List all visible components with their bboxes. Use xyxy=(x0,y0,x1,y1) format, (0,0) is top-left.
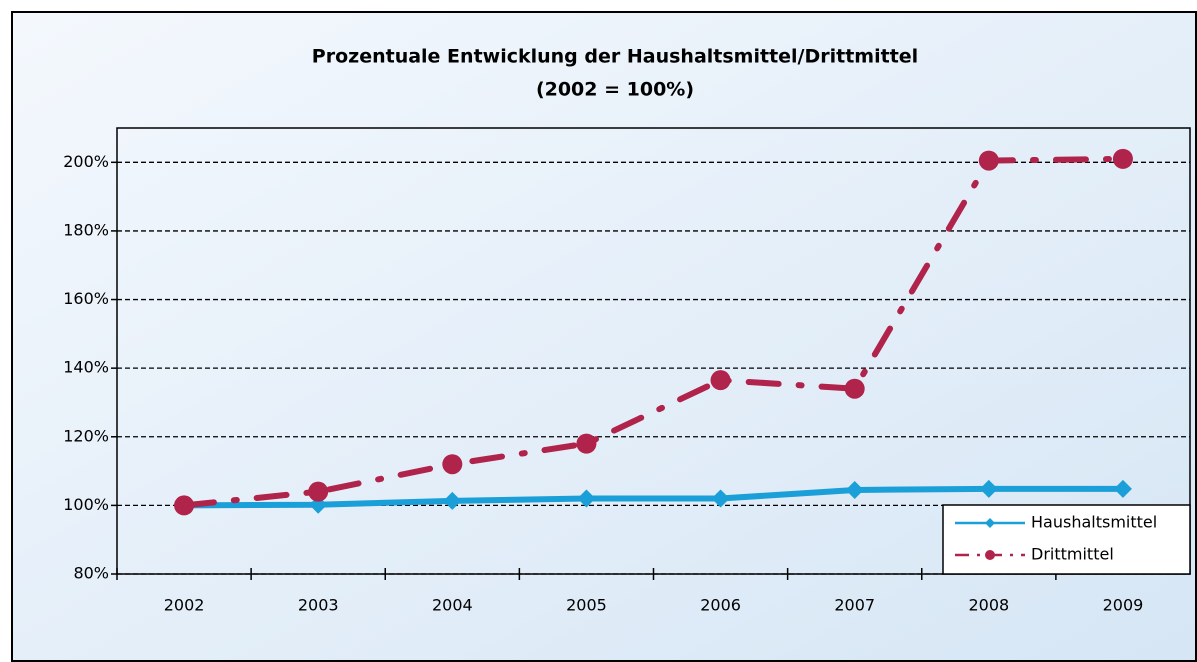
x-tick-label: 2006 xyxy=(700,596,741,615)
x-tick-label: 2009 xyxy=(1103,596,1144,615)
chart-subtitle: (2002 = 100%) xyxy=(536,79,694,101)
y-tick-label: 120% xyxy=(63,426,109,445)
legend-label: Drittmittel xyxy=(1031,545,1114,564)
marker xyxy=(1113,479,1132,498)
x-tick-label: 2007 xyxy=(834,596,875,615)
marker xyxy=(711,489,730,508)
y-tick-label: 180% xyxy=(63,220,109,239)
y-tick-label: 200% xyxy=(63,152,109,171)
marker xyxy=(576,433,597,454)
marker xyxy=(845,480,864,499)
x-tick-label: 2004 xyxy=(432,596,473,615)
marker xyxy=(577,489,596,508)
marker xyxy=(985,518,995,528)
marker xyxy=(979,479,998,498)
x-tick-label: 2002 xyxy=(164,596,205,615)
x-tick-label: 2008 xyxy=(968,596,1009,615)
legend-label: Haushaltsmittel xyxy=(1031,513,1157,532)
marker xyxy=(174,495,195,516)
chart-title: Prozentuale Entwicklung der Haushaltsmit… xyxy=(312,46,918,68)
marker xyxy=(710,370,731,391)
marker xyxy=(442,454,463,475)
y-tick-label: 140% xyxy=(63,358,109,377)
marker xyxy=(985,550,995,560)
series-line xyxy=(181,485,1126,509)
marker xyxy=(978,150,999,171)
x-tick-label: 2005 xyxy=(566,596,607,615)
marker xyxy=(1112,148,1133,169)
marker xyxy=(443,491,462,510)
y-tick-label: 100% xyxy=(63,495,109,514)
marker xyxy=(844,378,865,399)
series-line xyxy=(181,155,1126,509)
y-tick-label: 80% xyxy=(73,564,109,583)
marker xyxy=(308,481,329,502)
legend-box xyxy=(942,504,1191,575)
x-tick-label: 2003 xyxy=(298,596,339,615)
y-tick-label: 160% xyxy=(63,289,109,308)
